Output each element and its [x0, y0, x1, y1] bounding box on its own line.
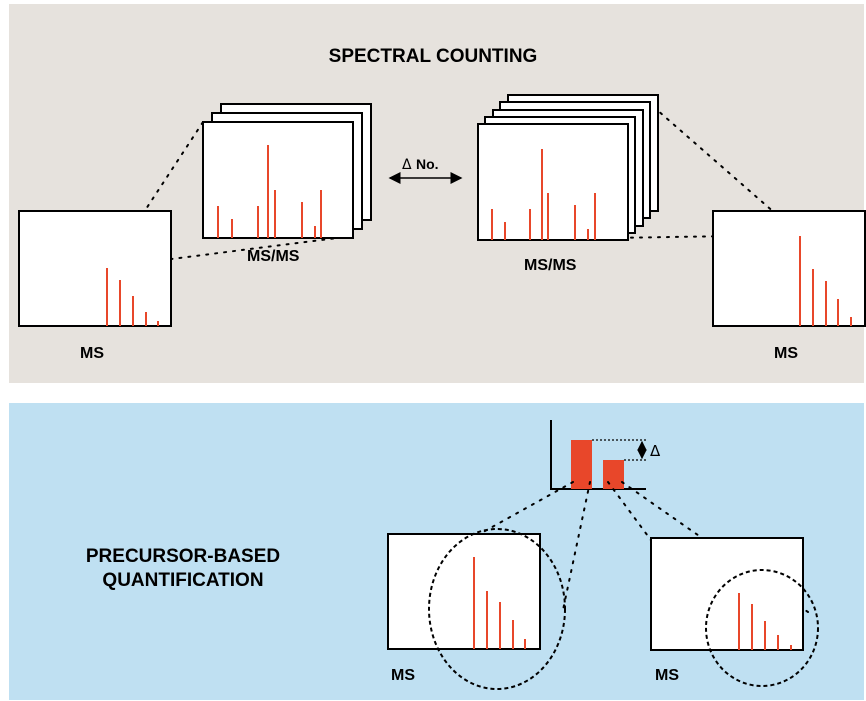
precursor-title-line2: QUANTIFICATION	[102, 570, 263, 591]
left-msms-stack	[202, 103, 372, 239]
right-msms-stack	[477, 94, 659, 241]
precursor-right-ms-box	[650, 537, 804, 651]
bar-right	[603, 460, 624, 489]
bar-delta-symbol: Δ	[650, 442, 661, 460]
right-ms-box	[712, 210, 866, 327]
left-ms-box	[18, 210, 172, 327]
right-msms-front-box	[477, 123, 629, 241]
spectral-title: SPECTRAL COUNTING	[329, 46, 538, 67]
precursor-left-peaks	[473, 557, 526, 649]
bar-left	[571, 440, 592, 489]
right-ms-label: MS	[774, 345, 798, 362]
delta-symbol: Δ	[402, 157, 412, 173]
left-msms-front-box	[202, 121, 354, 239]
precursor-left-zoom-circle	[428, 528, 566, 690]
right-ms-peaks	[799, 236, 852, 326]
precursor-title-line1: PRECURSOR-BASED	[86, 546, 280, 567]
right-msms-label: MS/MS	[524, 257, 577, 274]
precursor-left-ms	[387, 528, 566, 690]
left-ms-spectrum	[18, 210, 172, 327]
bar-height-guides	[592, 439, 646, 461]
right-ms-spectrum	[712, 210, 866, 327]
left-ms-label: MS	[80, 345, 104, 362]
left-msms-label: MS/MS	[247, 248, 300, 265]
right-msms-peaks	[491, 149, 596, 240]
precursor-right-zoom-circle	[705, 569, 819, 687]
precursor-left-ms-box	[387, 533, 541, 650]
left-msms-peaks	[217, 145, 322, 238]
precursor-right-ms	[650, 537, 819, 687]
precursor-left-ms-label: MS	[391, 667, 415, 684]
spectral-counting-panel: SPECTRAL COUNTING MS	[9, 4, 866, 383]
left-ms-peaks	[106, 268, 159, 326]
delta-no-label: No.	[416, 156, 439, 172]
precursor-panel: PRECURSOR-BASED QUANTIFICATION Δ	[9, 403, 864, 700]
precursor-right-peaks	[738, 593, 792, 650]
precursor-right-ms-label: MS	[655, 667, 679, 684]
